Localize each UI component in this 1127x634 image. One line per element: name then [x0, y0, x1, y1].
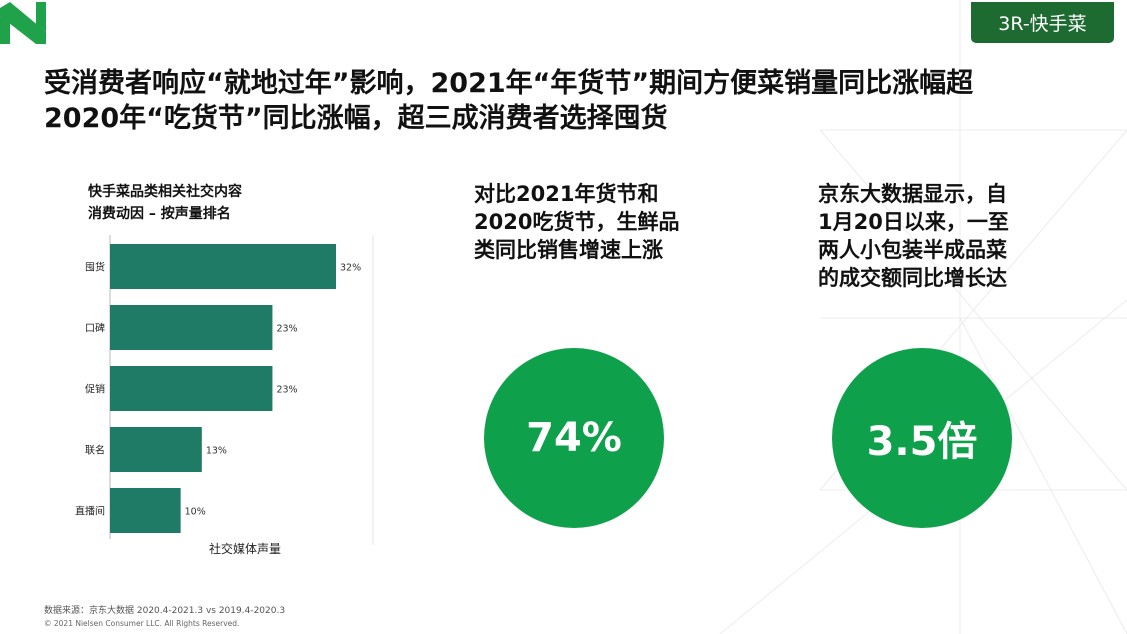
page-title-line1: 受消费者响应“就地过年”影响，2021年“年货节”期间方便菜销量同比涨幅超: [44, 68, 974, 99]
stat1-line: 对比2021年货节和: [474, 182, 659, 206]
page-title: 受消费者响应“就地过年”影响，2021年“年货节”期间方便菜销量同比涨幅超 20…: [44, 66, 1104, 136]
x-axis-label: 社交媒体声量: [209, 541, 281, 556]
stat2-value-circle: 3.5倍: [832, 348, 1012, 528]
chart-title-line1: 快手菜品类相关社交内容: [88, 184, 242, 200]
data-source-note: 数据来源：京东大数据 2020.4-2021.3 vs 2019.4-2020.…: [44, 606, 286, 616]
stat2-line: 两人小包装半成品菜: [818, 238, 1007, 262]
page-title-line2: 2020年“吃货节”同比涨幅，超三成消费者选择囤货: [44, 103, 668, 134]
stat2-value: 3.5倍: [866, 419, 978, 465]
stat1-description: 对比2021年货节和 2020吃货节，生鲜品 类同比销售增速上涨: [474, 180, 734, 264]
bar-2: [110, 366, 273, 411]
stat1-value-circle: 74%: [484, 348, 664, 528]
bar-4: [110, 488, 181, 533]
category-label: 口碑: [85, 322, 105, 335]
stat1-line: 2020吃货节，生鲜品: [474, 210, 680, 234]
stat2-description: 京东大数据显示，自 1月20日以来，一至 两人小包装半成品菜 的成交额同比增长达: [818, 180, 1048, 292]
value-label: 23%: [276, 385, 297, 396]
bar-1: [110, 305, 273, 350]
value-label: 23%: [276, 324, 297, 335]
category-label: 促销: [85, 383, 105, 396]
value-label: 13%: [206, 446, 227, 457]
stat1-line: 类同比销售增速上涨: [474, 238, 663, 262]
bar-0: [110, 244, 336, 289]
stat2-line: 的成交额同比增长达: [818, 266, 1007, 290]
brand-logo: [0, 2, 46, 44]
value-label: 10%: [185, 507, 206, 518]
stat1-value: 74%: [526, 415, 622, 461]
category-label: 囤货: [85, 261, 105, 274]
chart-title-line2: 消费动因 – 按声量排名: [88, 206, 231, 222]
stat2-line: 京东大数据显示，自: [818, 182, 1007, 206]
category-label: 联名: [85, 444, 105, 457]
stat2-line: 1月20日以来，一至: [818, 210, 1009, 234]
bar-3: [110, 427, 202, 472]
category-label: 直播间: [75, 505, 105, 518]
chart-title: 快手菜品类相关社交内容 消费动因 – 按声量排名: [88, 181, 242, 225]
section-tag: 3R-快手菜: [971, 2, 1114, 43]
value-label: 32%: [340, 263, 361, 274]
copyright-note: © 2021 Nielsen Consumer LLC. All Rights …: [44, 619, 240, 628]
bar-chart: 囤货 32% 口碑 23% 促销 23% 联名 13% 直播间 10% 社交媒体声量: [75, 235, 374, 556]
